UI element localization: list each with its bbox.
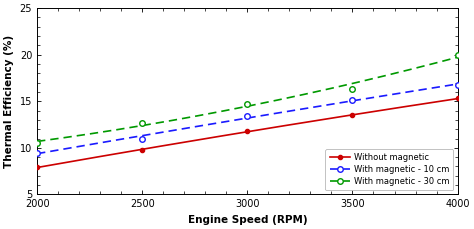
With magnetic - 30 cm xyxy=(245,103,250,106)
Without magnetic xyxy=(245,130,250,132)
Without magnetic xyxy=(139,148,145,151)
Line: With magnetic - 10 cm: With magnetic - 10 cm xyxy=(34,82,460,155)
With magnetic - 30 cm xyxy=(455,53,460,56)
With magnetic - 30 cm xyxy=(34,142,40,144)
Y-axis label: Thermal Efficiency (%): Thermal Efficiency (%) xyxy=(4,35,14,168)
Line: With magnetic - 30 cm: With magnetic - 30 cm xyxy=(34,52,460,146)
Without magnetic xyxy=(34,166,40,169)
With magnetic - 10 cm xyxy=(455,83,460,86)
With magnetic - 10 cm xyxy=(350,99,356,102)
With magnetic - 10 cm xyxy=(139,137,145,140)
Line: Without magnetic: Without magnetic xyxy=(35,96,460,169)
With magnetic - 30 cm xyxy=(350,88,356,90)
Legend: Without magnetic, With magnetic - 10 cm, With magnetic - 30 cm: Without magnetic, With magnetic - 10 cm,… xyxy=(326,149,454,190)
X-axis label: Engine Speed (RPM): Engine Speed (RPM) xyxy=(188,215,307,225)
Without magnetic xyxy=(455,97,460,100)
Without magnetic xyxy=(350,114,356,117)
With magnetic - 10 cm xyxy=(34,151,40,154)
With magnetic - 30 cm xyxy=(139,121,145,124)
With magnetic - 10 cm xyxy=(245,115,250,117)
